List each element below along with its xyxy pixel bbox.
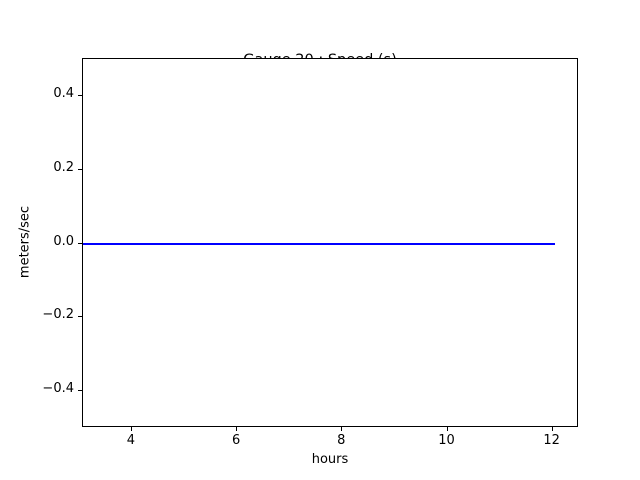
x-tick-label: 4 [126, 433, 136, 448]
series-line-segment [342, 242, 395, 245]
y-tick-mark [78, 242, 82, 244]
y-tick-label: 0.0 [53, 233, 74, 249]
y-tick-label: −0.4 [42, 381, 74, 397]
y-tick-mark [78, 94, 82, 96]
y-tick-label: −0.2 [42, 307, 74, 323]
x-tick-label: 12 [543, 433, 560, 448]
series-line-segment [184, 242, 238, 245]
y-tick-mark [78, 168, 82, 170]
x-tick-mark [341, 427, 343, 431]
y-axis-label: meters/sec [17, 205, 33, 279]
x-tick-mark [551, 427, 553, 431]
y-tick-label: 0.2 [53, 159, 74, 175]
series-line-segment [83, 242, 132, 245]
x-tick-mark [236, 427, 238, 431]
plot-axes [82, 58, 578, 427]
x-tick-label: 6 [231, 433, 241, 448]
x-tick-mark [446, 427, 448, 431]
series-line-segment [289, 242, 343, 245]
x-tick-label: 10 [438, 433, 455, 448]
series-line-segment [131, 242, 185, 245]
y-tick-mark [78, 316, 82, 318]
series-line-segment [500, 242, 556, 245]
x-tick-mark [130, 427, 132, 431]
series-line-segment [447, 242, 501, 245]
series-line-segment [237, 242, 290, 245]
x-axis-label: hours [311, 452, 349, 467]
series-line-segment [394, 242, 448, 245]
plot-area [83, 59, 577, 426]
x-tick-label: 8 [337, 433, 346, 448]
y-tick-mark [78, 390, 82, 392]
y-tick-label: 0.4 [53, 85, 74, 101]
